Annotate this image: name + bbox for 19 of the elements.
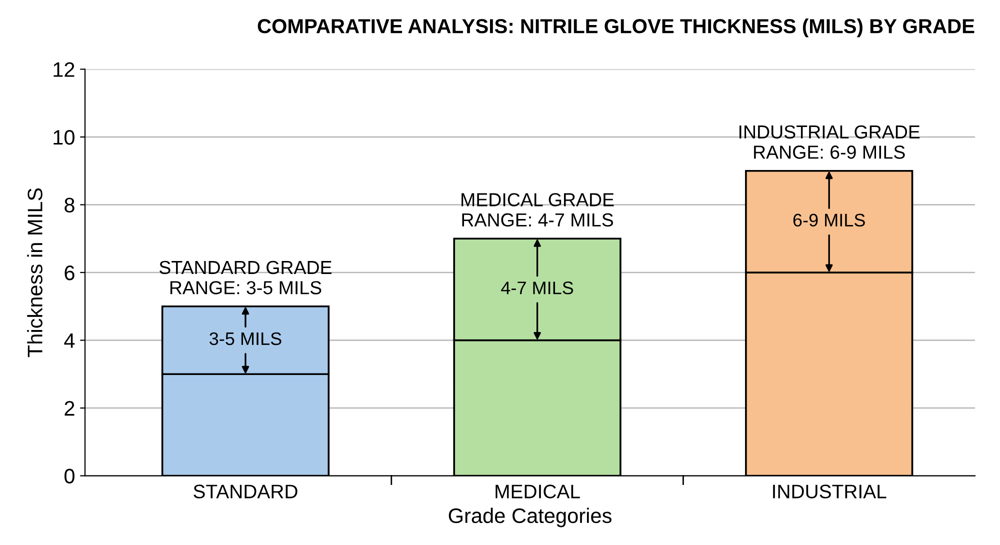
annotation: 4-7 MILS: [501, 282, 574, 294]
annotation: STANDARD GRADE RANGE: 3-5 MILS: [160, 260, 332, 294]
y-tick-label: 2: [64, 401, 74, 416]
annotation: INDUSTRIAL GRADE RANGE: 6-9 MILS: [740, 125, 920, 159]
x-tick-label: MEDICAL: [496, 484, 580, 498]
y-tick-label: 4: [64, 333, 75, 348]
y-tick-label: 8: [64, 198, 74, 212]
x-axis-title: Grade Categories: [448, 508, 612, 528]
x-tick-label: STANDARD: [194, 484, 298, 498]
annotation: 3-5 MILS: [210, 332, 282, 346]
annotation: MEDICAL GRADE RANGE: 4-7 MILS: [462, 193, 614, 227]
annotation: 6-9 MILS: [793, 214, 865, 227]
y-tick-label: 10: [54, 130, 74, 145]
y-axis-title: Thickness in MILS: [27, 188, 42, 358]
y-tick-label: 0: [64, 468, 74, 484]
y-tick-label: 6: [64, 266, 74, 280]
x-tick-label: INDUSTRIAL: [773, 484, 886, 498]
chart-title: COMPARATIVE ANALYSIS: NITRILE GLOVE THICKNESS (MILS) BY GRADE: [258, 18, 974, 38]
y-tick-label: 12: [54, 62, 74, 77]
